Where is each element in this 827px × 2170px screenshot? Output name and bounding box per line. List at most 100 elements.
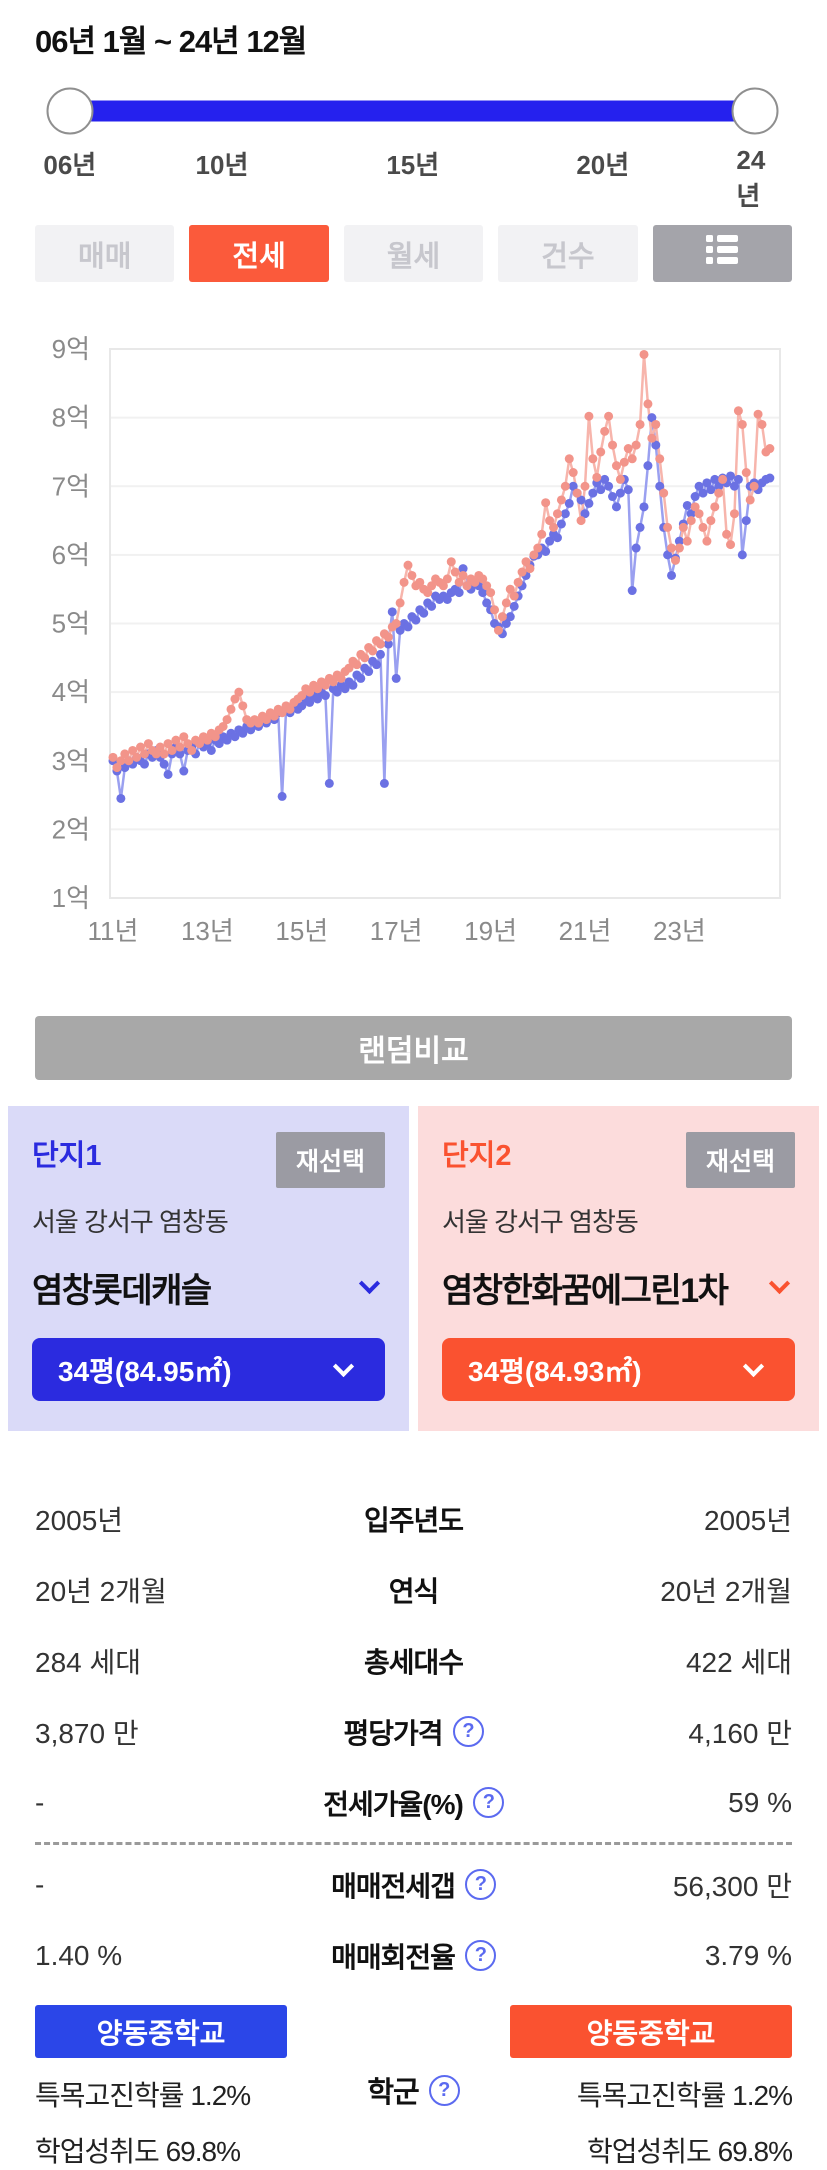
svg-text:15년: 15년 [275,916,328,946]
complex-name-dropdown[interactable]: 염창한화꿈에그린1차 [442,1263,795,1312]
row-label: 매매전세갭 [331,1870,456,1902]
value-left: - [35,1786,45,1818]
help-icon[interactable]: ? [472,1787,504,1818]
tab-wolse[interactable]: 월세 [343,225,484,282]
svg-text:3억: 3억 [52,746,90,776]
compare-page: 06년 1월 ~ 24년 12월 06년 10년 15년 20년 24년 매매 … [0,16,827,1080]
area-size-dropdown[interactable]: 34평(84.93㎡) [442,1338,795,1401]
svg-text:4억: 4억 [52,677,90,707]
value-right: 422 세대 [685,1646,792,1678]
svg-text:1억: 1억 [52,883,90,913]
complex-name-dropdown[interactable]: 염창롯데캐슬 [32,1263,385,1312]
svg-text:6억: 6억 [52,540,90,570]
value-left: - [35,1868,45,1900]
value-left: 1.40 % [35,1939,123,1971]
chevron-down-icon [332,1355,355,1378]
chevron-down-icon [358,1272,381,1295]
dashed-divider [35,1842,792,1845]
chevron-down-icon [742,1355,765,1378]
complex-address: 서울 강서구 염창동 [442,1207,639,1237]
svg-text:17년: 17년 [370,916,423,946]
complex-panels: 단지1 재선택 서울 강서구 염창동 염창롯데캐슬 34평(84.95㎡) 단지… [8,1106,819,1431]
area-size-value: 34평(84.95㎡) [58,1355,232,1387]
svg-text:2억: 2억 [52,814,90,844]
value-right: 2005년 [703,1504,792,1536]
trade-type-tabs: 매매 전세 월세 건수 [35,225,793,282]
svg-text:13년: 13년 [181,916,234,946]
svg-text:19년: 19년 [464,916,517,946]
value-right: 59 % [728,1786,792,1818]
row-label: 총세대수 [363,1646,464,1678]
list-view-icon [704,234,740,273]
svg-text:11년: 11년 [88,916,139,946]
school-button[interactable]: 양동중학교 [35,2005,287,2058]
value-left: 2005년 [35,1504,124,1536]
area-size-value: 34평(84.93㎡) [468,1355,642,1387]
slider-tick: 20년 [576,150,630,180]
help-icon[interactable]: ? [464,1940,496,1971]
value-left: 20년 2개월 [35,1575,167,1607]
period-title: 06년 1월 ~ 24년 12월 [35,24,307,59]
price-history-chart: 1억 2억 3억 4억 5억 6억 7억 8억 9억 11년 13년 15년 17년 19년 21년 23년 [35,312,792,964]
special-hs-rate: 특목고진학률 1.2% [35,2080,251,2111]
value-right: 3.79 % [704,1939,792,1971]
school-comparison-row: 양동중학교 특목고진학률 1.2% 학업성취도 69.8% 학군 ? 양동중학교… [35,2005,793,2170]
slider-tick: 24년 [736,145,766,211]
tab-geonsu[interactable]: 건수 [498,225,638,282]
complex-tag: 단지2 [442,1140,512,1172]
slider-tick-labels: 06년 10년 15년 20년 24년 [35,145,792,211]
svg-text:5억: 5억 [52,609,90,639]
tab-maemae[interactable]: 매매 [35,225,175,282]
achievement-rate: 학업성취도 69.8% [587,2136,793,2167]
complex-panel-2: 단지2 재선택 서울 강서구 염창동 염창한화꿈에그린1차 34평(84.93㎡… [418,1106,819,1431]
period-range-slider [35,85,792,137]
row-label: 전세가율(%) [323,1788,464,1820]
slider-tick: 06년 [43,150,97,180]
slider-handle-start[interactable] [46,87,94,135]
complex-name: 염창롯데캐슬 [32,1272,212,1310]
row-label: 입주년도 [363,1504,464,1536]
complex-name: 염창한화꿈에그린1차 [442,1272,729,1310]
value-right: 56,300 만 [672,1870,792,1902]
table-row: 3,870 만 평당가격? 4,160 만 [35,1696,792,1767]
value-right: 20년 2개월 [660,1575,792,1607]
tab-jeonse[interactable]: 전세 [189,225,329,282]
random-compare-button[interactable]: 랜덤비교 [35,1016,792,1080]
row-label: 연식 [388,1575,440,1607]
table-row: 284 세대 총세대수? 422 세대 [35,1625,792,1696]
slider-handle-end[interactable] [731,87,779,135]
table-row: - 전세가율(%)? 59 % [35,1767,792,1838]
complex-tag: 단지1 [32,1140,102,1172]
row-label: 학군 [367,2077,419,2109]
slider-tick: 15년 [386,150,440,180]
help-icon[interactable]: ? [452,1716,484,1747]
svg-text:7억: 7억 [52,471,90,501]
row-label: 평당가격 [343,1717,443,1749]
svg-text:23년: 23년 [653,916,706,946]
school-button[interactable]: 양동중학교 [510,2005,792,2058]
complex-panel-1: 단지1 재선택 서울 강서구 염창동 염창롯데캐슬 34평(84.95㎡) [8,1106,409,1431]
help-icon[interactable]: ? [464,1869,496,1900]
svg-text:21년: 21년 [559,916,612,946]
comparison-table: 2005년 입주년도? 2005년 20년 2개월 연식? 20년 2개월 28… [0,1483,827,2170]
table-row: 20년 2개월 연식? 20년 2개월 [35,1554,792,1625]
slider-tick: 10년 [195,150,249,180]
achievement-rate: 학업성취도 69.8% [35,2136,241,2167]
complex-address: 서울 강서구 염창동 [32,1207,229,1237]
svg-text:8억: 8억 [52,403,90,433]
value-left: 284 세대 [35,1646,142,1678]
special-hs-rate: 특목고진학률 1.2% [576,2080,793,2111]
table-row: 2005년 입주년도? 2005년 [35,1483,792,1554]
chevron-down-icon [768,1272,791,1295]
reselect-button[interactable]: 재선택 [685,1132,795,1188]
tab-list-view[interactable] [652,225,793,282]
row-label: 매매회전율 [331,1941,456,1973]
svg-text:9억: 9억 [52,334,90,364]
table-row: 1.40 % 매매회전율? 3.79 % [35,1920,792,1991]
value-right: 4,160 만 [688,1717,792,1749]
reselect-button[interactable]: 재선택 [275,1132,385,1188]
slider-track[interactable] [70,100,755,122]
value-left: 3,870 만 [35,1717,139,1749]
table-row: - 매매전세갭? 56,300 만 [35,1849,792,1920]
area-size-dropdown[interactable]: 34평(84.95㎡) [32,1338,385,1401]
